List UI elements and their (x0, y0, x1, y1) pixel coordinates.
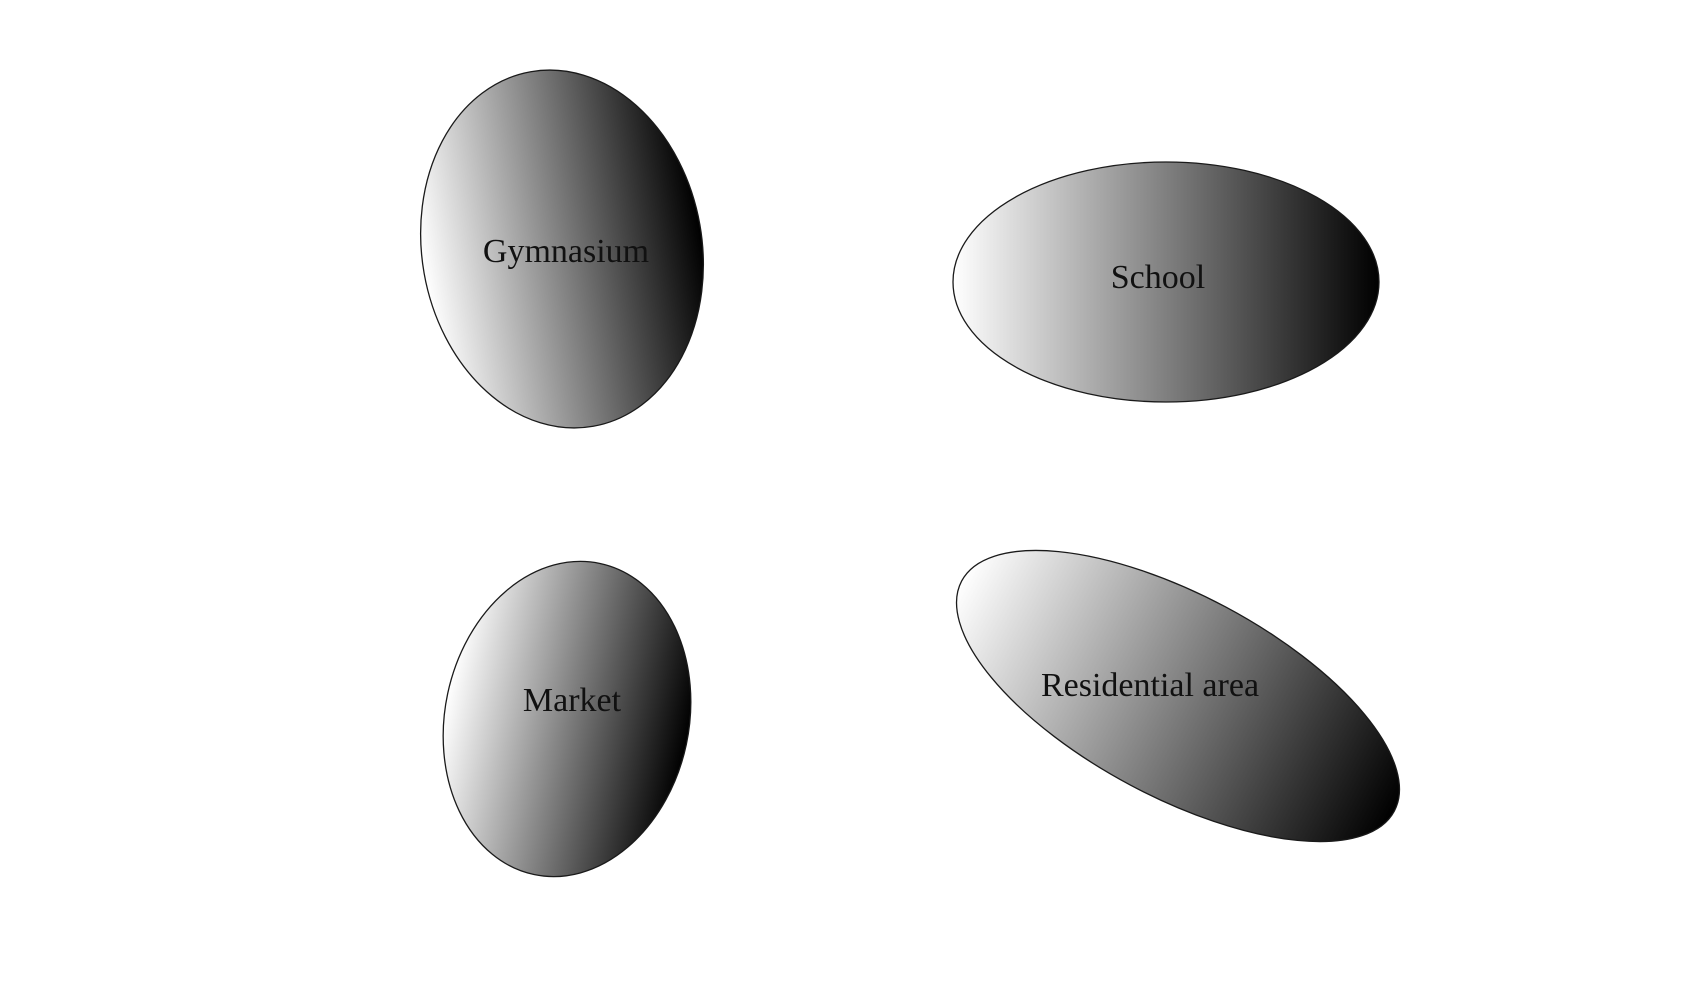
school-label: School (1111, 259, 1205, 296)
region-school: School (952, 161, 1380, 403)
residential-area-ellipse (955, 549, 1401, 843)
residential-area-label: Residential area (1041, 667, 1259, 704)
market-label: Market (523, 682, 622, 719)
gymnasium-ellipse (419, 69, 705, 429)
region-gymnasium: Gymnasium (419, 69, 705, 429)
market-ellipse (442, 560, 692, 878)
school-ellipse (952, 161, 1380, 403)
gymnasium-label: Gymnasium (483, 233, 649, 270)
region-market: Market (442, 560, 692, 878)
region-residential-area: Residential area (955, 549, 1401, 843)
